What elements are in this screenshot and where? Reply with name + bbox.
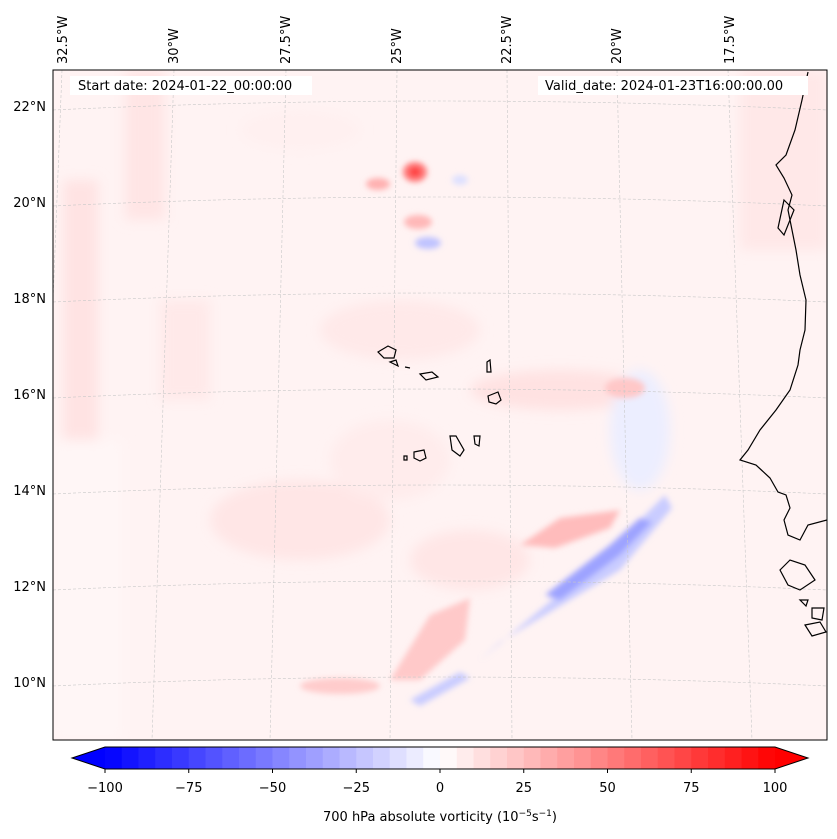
colorbar-cell [741,747,759,769]
africa-coastline [738,71,827,541]
lon-label-22-5w: 22.5°W [500,16,515,64]
lon-label-20w: 20°W [610,28,625,64]
colorbar-cell [590,747,608,769]
colorbar-cell [239,747,257,769]
colorbar-tick-labels: −100 −75 −50 −25 0 25 50 75 100 [87,781,787,796]
cbar-tick-label: −75 [175,781,202,796]
colorbar-cell [172,747,190,769]
colorbar-cell [205,747,223,769]
valid-date-box [538,76,808,95]
colorbar-cell [691,747,709,769]
colorbar-cell [356,747,374,769]
colorbar-cell [724,747,742,769]
longitude-labels: 32.5°W 30°W 27.5°W 25°W 22.5°W 20°W 17.5… [56,16,738,64]
colorbar-cell [507,747,525,769]
latitude-labels: 22°N 20°N 18°N 16°N 14°N 12°N 10°N [13,100,46,691]
colorbar-label: 700 hPa absolute vorticity (10−5s−1) [323,809,557,825]
colorbar-cell [624,747,642,769]
colorbar-cell [322,747,340,769]
colorbar-extend-min [72,747,105,769]
colorbar-cell [657,747,675,769]
lat-label-16n: 16°N [13,388,46,403]
island-santa-luzia [404,366,411,369]
colorbar-cell [708,747,726,769]
colorbar-cell [255,747,273,769]
colorbar-cell [222,747,240,769]
lat-label-14n: 14°N [13,484,46,499]
colorbar-cell [423,747,441,769]
cape-verde-islands [377,345,502,462]
lon-label-27-5w: 27.5°W [279,16,294,64]
island-maio [473,435,481,447]
colorbar-cell [523,747,541,769]
island-boa-vista [487,391,502,405]
colorbar-cell [607,747,625,769]
colorbar-cells [105,747,776,769]
colorbar-cell [574,747,592,769]
island-sao-vicente [388,359,400,368]
colorbar-cell [473,747,491,769]
lat-label-20n: 20°N [13,196,46,211]
colorbar-cell [758,747,776,769]
colorbar-cell [373,747,391,769]
cbar-tick-label: 75 [683,781,700,796]
island-fogo [413,449,427,462]
start-date-box [70,76,312,95]
vorticity-weak-features [53,70,827,740]
map-frame [52,69,828,741]
colorbar-cell [490,747,508,769]
start-date-text: Start date: 2024-01-22_00:00:00 [78,79,292,94]
colorbar-cell [389,747,407,769]
colorbar-extend-max [775,747,808,769]
island-sal [486,358,492,373]
cbar-tick-label: 100 [763,781,788,796]
island-brava [403,455,408,461]
lon-label-17-5w: 17.5°W [723,16,738,64]
colorbar-cell [155,747,173,769]
colorbar-cell [188,747,206,769]
colorbar-cell [272,747,290,769]
lat-label-18n: 18°N [13,292,46,307]
colorbar-cell [105,747,123,769]
colorbar-cell [641,747,659,769]
lat-label-10n: 10°N [13,676,46,691]
lat-label-22n: 22°N [13,100,46,115]
colorbar-cell [138,747,156,769]
colorbar-cell [557,747,575,769]
cbar-tick-label: −25 [343,781,370,796]
vorticity-field [53,70,827,740]
colorbar-cell [540,747,558,769]
lat-label-12n: 12°N [13,580,46,595]
colorbar-cell [121,747,139,769]
island-santiago [449,435,465,457]
cbar-tick-label: 50 [599,781,616,796]
lon-label-32-5w: 32.5°W [56,16,71,64]
colorbar-cell [440,747,458,769]
lon-label-25w: 25°W [390,28,405,64]
colorbar-cell [339,747,357,769]
coastlines [738,71,827,637]
colorbar-ticks [104,769,776,773]
gridlines [53,70,827,740]
vorticity-strong-features [300,162,672,706]
colorbar-cell [674,747,692,769]
cbar-tick-label: 0 [436,781,444,796]
cbar-tick-label: −50 [259,781,286,796]
colorbar-cell [456,747,474,769]
cbar-tick-label: −100 [87,781,123,796]
cbar-tick-label: 25 [515,781,532,796]
colorbar-cell [289,747,307,769]
island-santo-antao [377,345,397,359]
colorbar-cell [306,747,324,769]
colorbar-cell [406,747,424,769]
island-sao-nicolau [418,371,440,381]
lon-label-30w: 30°W [167,28,182,64]
valid-date-text: Valid_date: 2024-01-23T16:00:00.00 [545,79,783,94]
